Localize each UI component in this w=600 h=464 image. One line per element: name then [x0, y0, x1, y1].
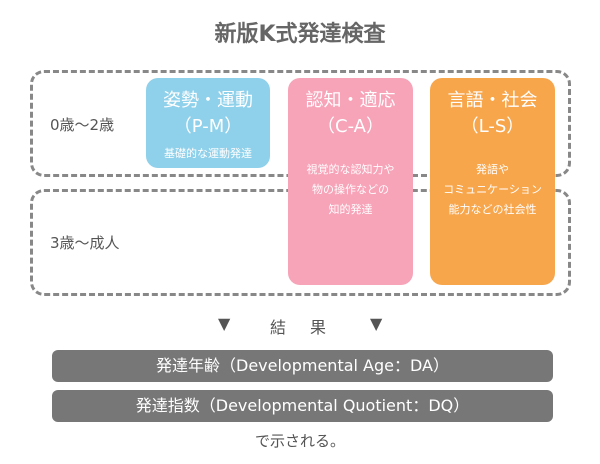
area-name: 姿勢・運動 — [163, 90, 253, 111]
area-card-ls: 言語・社会 （L-S） 発語や コミュニケーション 能力などの社会性 — [430, 78, 555, 285]
area-desc: 能力などの社会性 — [448, 203, 537, 216]
result-label: 結 果 — [270, 318, 331, 337]
area-desc: 視覚的な認知力や — [306, 163, 395, 176]
area-desc: 物の操作などの — [312, 183, 389, 196]
area-name: 言語・社会 — [447, 90, 538, 111]
area-desc: 知的発達 — [328, 203, 373, 216]
area-card-ca: 認知・適応 （C-A） 視覚的な認知力や 物の操作などの 知的発達 — [288, 78, 413, 285]
arrow-down-icon: ▼ — [370, 314, 383, 333]
area-desc: 発語や — [476, 163, 509, 176]
age-label-0-2: 0歳〜2歳 — [50, 116, 115, 134]
output-dq: 発達指数（Developmental Quotient：DQ） — [52, 390, 553, 422]
area-desc: 基礎的な運動発達 — [164, 147, 252, 160]
area-code: （P-M） — [173, 116, 243, 137]
output-da: 発達年齢（Developmental Age：DA） — [52, 350, 553, 382]
area-name: 認知・適応 — [305, 90, 396, 111]
area-code: （C-A） — [317, 116, 384, 137]
area-desc: コミュニケーション — [443, 183, 542, 196]
arrow-down-icon: ▼ — [218, 314, 231, 333]
diagram-title: 新版K式発達検査 — [214, 22, 386, 47]
area-code: （L-S） — [460, 116, 525, 137]
area-card-pm: 姿勢・運動 （P-M） 基礎的な運動発達 — [146, 78, 270, 168]
age-label-3-adult: 3歳〜成人 — [50, 234, 120, 252]
footer-text: で示される。 — [254, 432, 345, 450]
